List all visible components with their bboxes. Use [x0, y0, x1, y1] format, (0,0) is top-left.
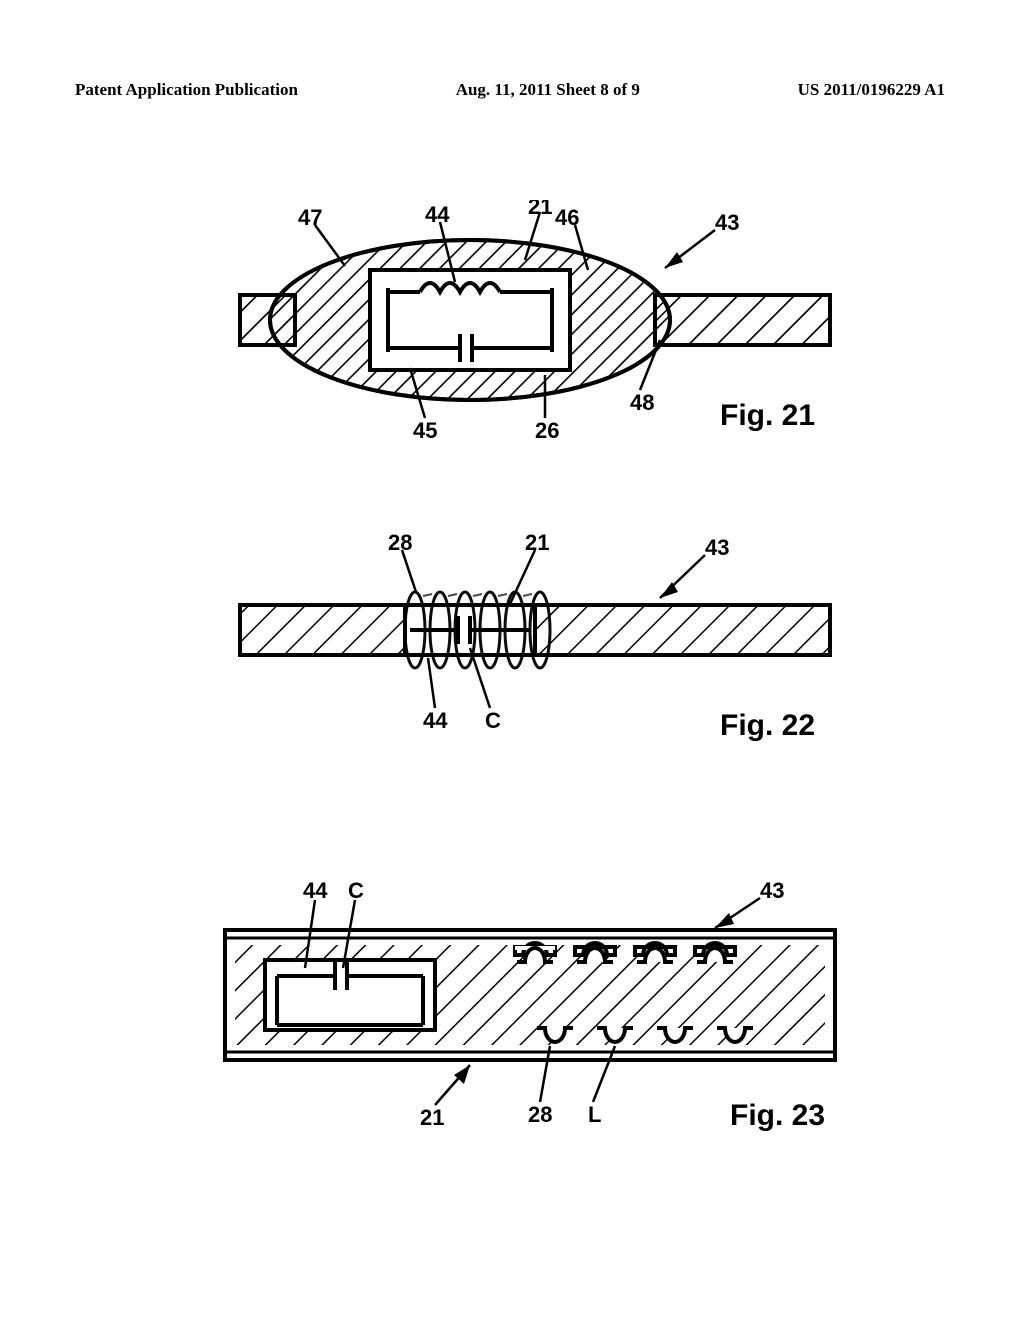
fig23-label-C: C [348, 878, 364, 903]
fig21-label-48: 48 [630, 390, 654, 415]
fig22-label-21: 21 [525, 530, 549, 555]
fig21-caption: Fig. 21 [720, 399, 815, 432]
fig23-label-L: L [588, 1102, 601, 1127]
fig21-label-21: 21 [528, 200, 552, 219]
page-header: Patent Application Publication Aug. 11, … [75, 80, 945, 100]
fig23-caption: Fig. 23 [730, 1099, 825, 1132]
figure-22: 28 21 43 44 C Fig. 22 [210, 530, 860, 760]
header-right: US 2011/0196229 A1 [798, 80, 945, 100]
fig21-label-47: 47 [298, 205, 322, 230]
fig22-label-28: 28 [388, 530, 412, 555]
fig23-label-44: 44 [303, 878, 328, 903]
fig21-label-46: 46 [555, 205, 579, 230]
fig21-label-43: 43 [715, 210, 739, 235]
fig23-label-21: 21 [420, 1105, 444, 1130]
fig23-label-28: 28 [528, 1102, 552, 1127]
fig21-label-45: 45 [413, 418, 437, 443]
fig22-label-C: C [485, 708, 501, 733]
fig22-caption: Fig. 22 [720, 709, 815, 742]
fig21-label-26: 26 [535, 418, 559, 443]
fig23-label-43: 43 [760, 878, 784, 903]
figure-21: 47 44 21 46 43 45 26 48 Fig. 21 [210, 200, 860, 460]
figure-23: 44 C 43 21 28 L Fig. 23 [185, 870, 885, 1150]
fig22-label-43: 43 [705, 535, 729, 560]
fig21-label-44: 44 [425, 202, 450, 227]
header-center: Aug. 11, 2011 Sheet 8 of 9 [456, 80, 640, 100]
header-left: Patent Application Publication [75, 80, 298, 100]
fig22-label-44: 44 [423, 708, 448, 733]
